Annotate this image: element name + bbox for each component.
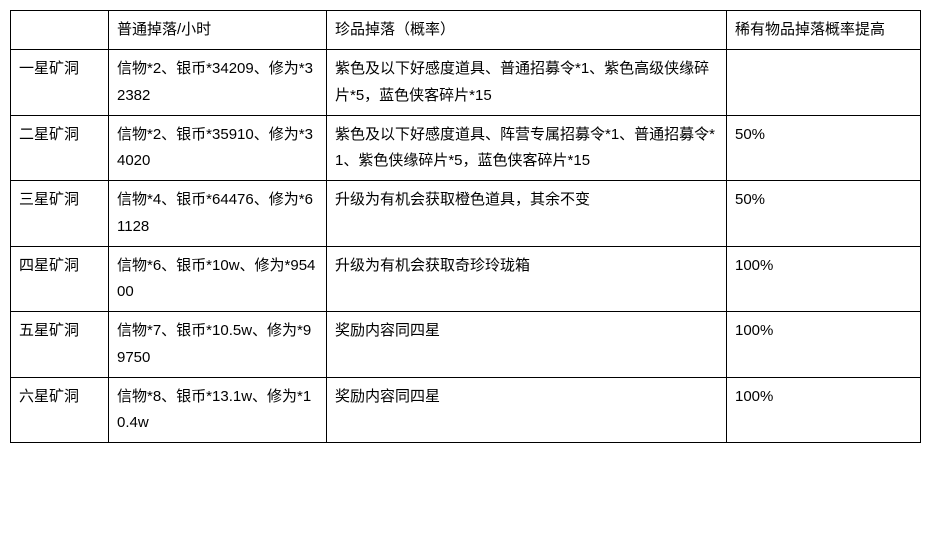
header-name: [11, 11, 109, 50]
cell-normal-drop: 信物*2、银币*34209、修为*32382: [109, 50, 327, 116]
cell-rare-boost: 50%: [727, 181, 921, 247]
header-normal-drop: 普通掉落/小时: [109, 11, 327, 50]
cell-rare-drop: 升级为有机会获取奇珍玲珑箱: [327, 246, 727, 312]
table-row: 三星矿洞 信物*4、银币*64476、修为*61128 升级为有机会获取橙色道具…: [11, 181, 921, 247]
cell-rare-boost: 100%: [727, 246, 921, 312]
table-row: 一星矿洞 信物*2、银币*34209、修为*32382 紫色及以下好感度道具、普…: [11, 50, 921, 116]
cell-rare-boost: 100%: [727, 377, 921, 443]
cell-rare-drop: 紫色及以下好感度道具、阵营专属招募令*1、普通招募令*1、紫色侠缘碎片*5，蓝色…: [327, 115, 727, 181]
cell-name: 三星矿洞: [11, 181, 109, 247]
header-rare-boost: 稀有物品掉落概率提高: [727, 11, 921, 50]
cell-normal-drop: 信物*7、银币*10.5w、修为*99750: [109, 312, 327, 378]
cell-rare-drop: 紫色及以下好感度道具、普通招募令*1、紫色高级侠缘碎片*5，蓝色侠客碎片*15: [327, 50, 727, 116]
cell-name: 一星矿洞: [11, 50, 109, 116]
table-row: 五星矿洞 信物*7、银币*10.5w、修为*99750 奖励内容同四星 100%: [11, 312, 921, 378]
table-row: 六星矿洞 信物*8、银币*13.1w、修为*10.4w 奖励内容同四星 100%: [11, 377, 921, 443]
cell-normal-drop: 信物*6、银币*10w、修为*95400: [109, 246, 327, 312]
header-rare-drop: 珍品掉落（概率）: [327, 11, 727, 50]
cell-name: 四星矿洞: [11, 246, 109, 312]
drop-rate-table: 普通掉落/小时 珍品掉落（概率） 稀有物品掉落概率提高 一星矿洞 信物*2、银币…: [10, 10, 921, 443]
cell-rare-drop: 奖励内容同四星: [327, 312, 727, 378]
table-header-row: 普通掉落/小时 珍品掉落（概率） 稀有物品掉落概率提高: [11, 11, 921, 50]
table-row: 四星矿洞 信物*6、银币*10w、修为*95400 升级为有机会获取奇珍玲珑箱 …: [11, 246, 921, 312]
cell-name: 六星矿洞: [11, 377, 109, 443]
cell-rare-drop: 奖励内容同四星: [327, 377, 727, 443]
cell-normal-drop: 信物*2、银币*35910、修为*34020: [109, 115, 327, 181]
table-row: 二星矿洞 信物*2、银币*35910、修为*34020 紫色及以下好感度道具、阵…: [11, 115, 921, 181]
cell-rare-boost: 50%: [727, 115, 921, 181]
cell-normal-drop: 信物*8、银币*13.1w、修为*10.4w: [109, 377, 327, 443]
cell-rare-boost: 100%: [727, 312, 921, 378]
cell-name: 五星矿洞: [11, 312, 109, 378]
cell-name: 二星矿洞: [11, 115, 109, 181]
cell-rare-drop: 升级为有机会获取橙色道具，其余不变: [327, 181, 727, 247]
cell-rare-boost: [727, 50, 921, 116]
cell-normal-drop: 信物*4、银币*64476、修为*61128: [109, 181, 327, 247]
